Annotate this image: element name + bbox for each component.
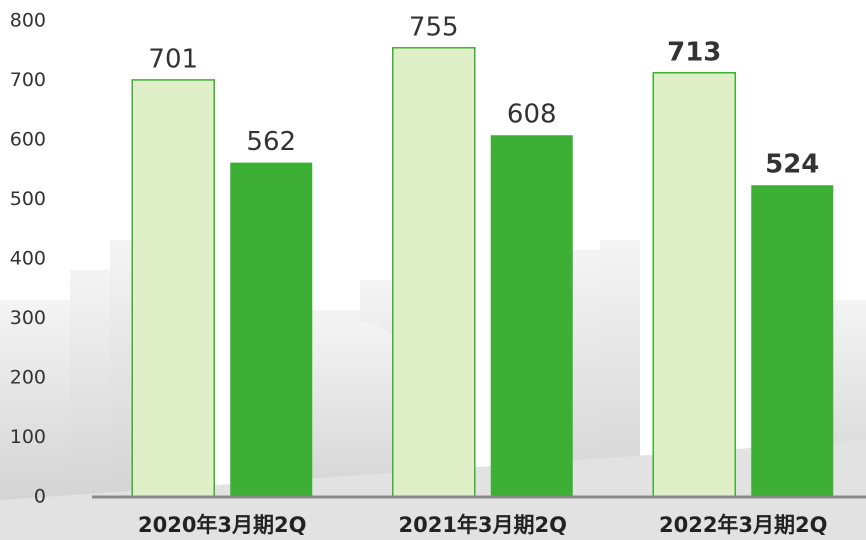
bar	[392, 47, 476, 498]
bar	[652, 72, 736, 498]
x-tick-label: 2021年3月期2Q	[398, 513, 567, 537]
y-tick-label: 200	[10, 367, 46, 389]
value-label: 608	[507, 100, 557, 130]
y-tick-label: 700	[10, 69, 46, 91]
y-tick-label: 600	[10, 129, 46, 151]
bar	[751, 185, 834, 497]
y-tick-label: 500	[10, 188, 46, 210]
x-tick-label: 2022年3月期2Q	[659, 513, 828, 537]
bar	[490, 135, 573, 498]
bar	[131, 79, 215, 498]
value-label: 713	[667, 37, 721, 67]
y-tick-label: 0	[34, 486, 46, 508]
y-tick-label: 800	[10, 10, 46, 32]
value-label: 755	[409, 12, 459, 42]
y-tick-label: 400	[10, 248, 46, 270]
value-label: 562	[246, 127, 296, 157]
x-tick-label: 2020年3月期2Q	[138, 513, 307, 537]
value-label: 701	[148, 44, 198, 74]
bar	[230, 162, 313, 498]
y-tick-label: 300	[10, 307, 46, 329]
value-label: 524	[765, 150, 819, 180]
y-tick-label: 100	[10, 426, 46, 448]
